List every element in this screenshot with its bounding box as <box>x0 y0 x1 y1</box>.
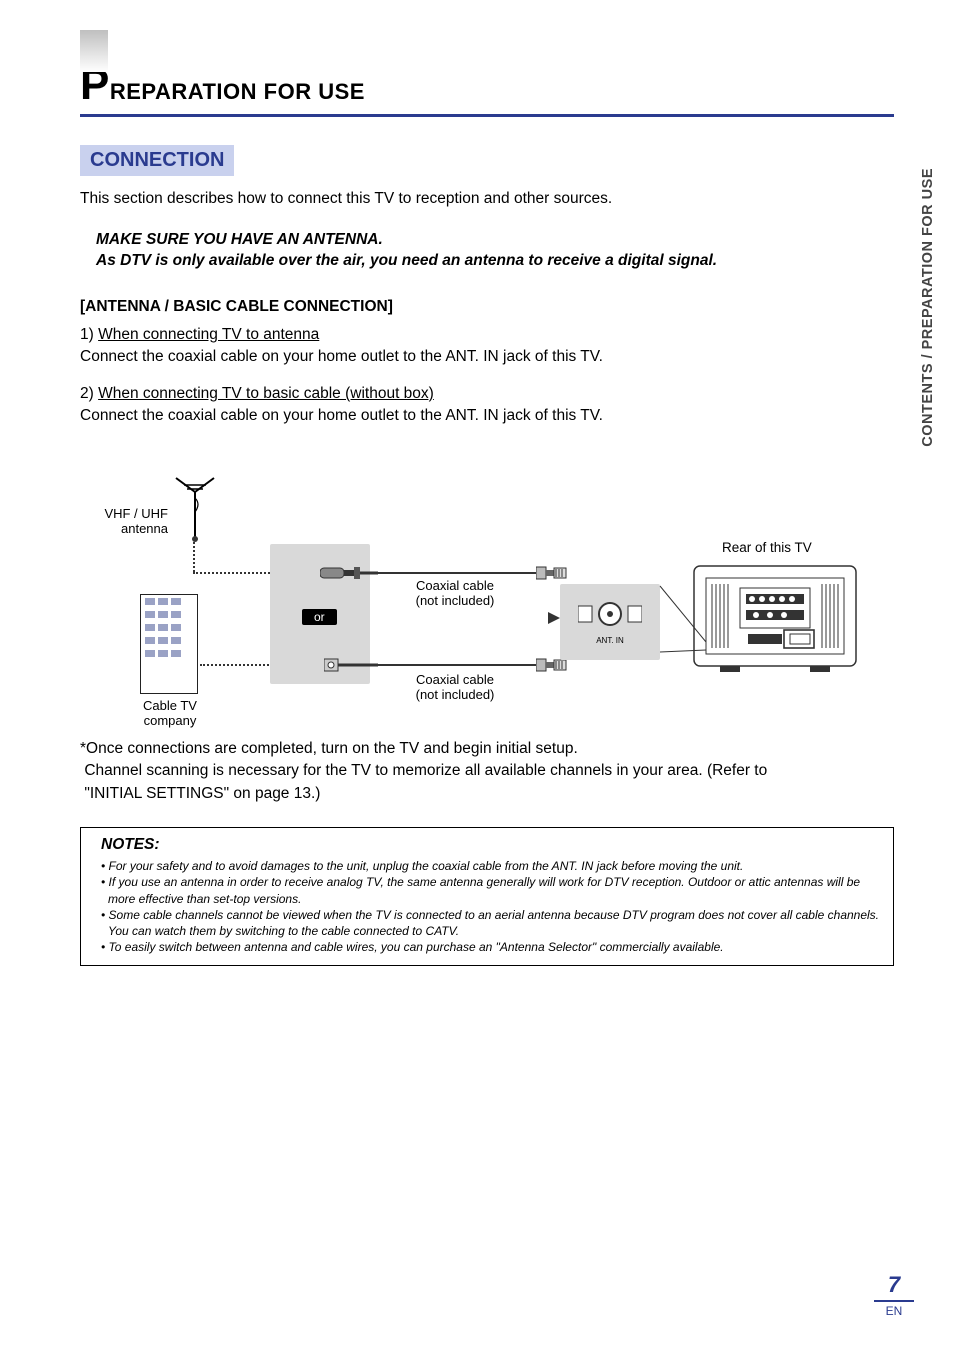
emphasis-line-2: As DTV is only available over the air, y… <box>96 251 878 272</box>
step-2-underlined: When connecting TV to basic cable (witho… <box>98 385 434 402</box>
post-diagram-note: *Once connections are completed, turn on… <box>80 738 894 805</box>
dotted-line <box>193 542 195 572</box>
step-1-underlined: When connecting TV to antenna <box>98 326 319 343</box>
cable-company-l2: company <box>144 713 197 728</box>
leader-line <box>658 584 714 654</box>
coax-connector-icon <box>324 656 380 674</box>
section-heading-wrap: CONNECTION <box>80 145 894 190</box>
or-label: or <box>302 609 337 625</box>
page-number-rule <box>874 1300 914 1302</box>
title-underline <box>80 114 894 117</box>
title-text: REPARATION FOR USE <box>110 79 365 105</box>
cable-line <box>378 572 538 574</box>
decorative-gradient-tab <box>80 30 108 72</box>
post-l3: "INITIAL SETTINGS" on page 13.) <box>84 785 320 802</box>
coax-sub-text: (not included) <box>416 687 495 702</box>
connection-diagram: VHF / UHF antenna Cabl <box>80 464 860 724</box>
coax-sub-text: (not included) <box>416 593 495 608</box>
cable-company-l1: Cable TV <box>143 698 197 713</box>
notes-item: • Some cable channels cannot be viewed w… <box>101 907 881 939</box>
coax-label-text: Coaxial cable <box>416 672 494 687</box>
notes-item: • To easily switch between antenna and c… <box>101 939 881 955</box>
notes-item: • For your safety and to avoid damages t… <box>101 858 881 874</box>
rear-of-tv-label: Rear of this TV <box>722 540 812 555</box>
cable-line <box>378 664 538 666</box>
section-heading: CONNECTION <box>80 145 234 176</box>
post-l1: *Once connections are completed, turn on… <box>80 740 578 757</box>
step-2-num: 2) <box>80 385 94 402</box>
emphasis-line-1: MAKE SURE YOU HAVE AN ANTENNA. <box>96 230 878 251</box>
notes-item: • If you use an antenna in order to rece… <box>101 874 881 906</box>
antenna-label-l2: antenna <box>121 521 168 536</box>
side-tab: CONTENTS / PREPARATION FOR USE <box>920 168 936 447</box>
ant-in-label: ANT. IN <box>582 636 638 646</box>
subsection-heading: [ANTENNA / BASIC CABLE CONNECTION] <box>80 298 894 316</box>
coax-connector-icon <box>320 564 380 582</box>
step-1-title: 1) When connecting TV to antenna <box>80 324 894 346</box>
step-2-body: Connect the coaxial cable on your home o… <box>80 405 894 427</box>
step-1-body: Connect the coaxial cable on your home o… <box>80 346 894 368</box>
emphasis-box: MAKE SURE YOU HAVE AN ANTENNA. As DTV is… <box>80 224 894 278</box>
antenna-icon <box>170 474 220 544</box>
notes-box: NOTES: • For your safety and to avoid da… <box>80 827 894 966</box>
building-icon <box>140 594 198 694</box>
intro-text: This section describes how to connect th… <box>80 190 894 208</box>
notes-list: • For your safety and to avoid damages t… <box>93 858 881 955</box>
antenna-label: VHF / UHF antenna <box>98 506 168 537</box>
coax-label-1: Coaxial cable (not included) <box>400 578 510 609</box>
antenna-label-l1: VHF / UHF <box>104 506 168 521</box>
page-title: P REPARATION FOR USE <box>80 60 894 110</box>
page-lang: EN <box>874 1304 914 1318</box>
post-l2: Channel scanning is necessary for the TV… <box>84 762 767 779</box>
step-2-title: 2) When connecting TV to basic cable (wi… <box>80 383 894 405</box>
arrow-icon <box>548 612 560 624</box>
coax-label-text: Coaxial cable <box>416 578 494 593</box>
step-2: 2) When connecting TV to basic cable (wi… <box>80 383 894 428</box>
page-number-block: 7 EN <box>874 1272 914 1318</box>
coax-plug-icon <box>536 564 570 582</box>
step-1-num: 1) <box>80 326 94 343</box>
cable-company-label: Cable TV company <box>130 698 210 729</box>
ant-in-jack-icon <box>578 602 642 632</box>
coax-label-2: Coaxial cable (not included) <box>400 672 510 703</box>
page: P REPARATION FOR USE CONNECTION This sec… <box>0 0 954 1348</box>
tv-rear-icon <box>690 558 860 678</box>
page-number: 7 <box>874 1272 914 1298</box>
step-1: 1) When connecting TV to antenna Connect… <box>80 324 894 369</box>
notes-title: NOTES: <box>93 836 881 854</box>
